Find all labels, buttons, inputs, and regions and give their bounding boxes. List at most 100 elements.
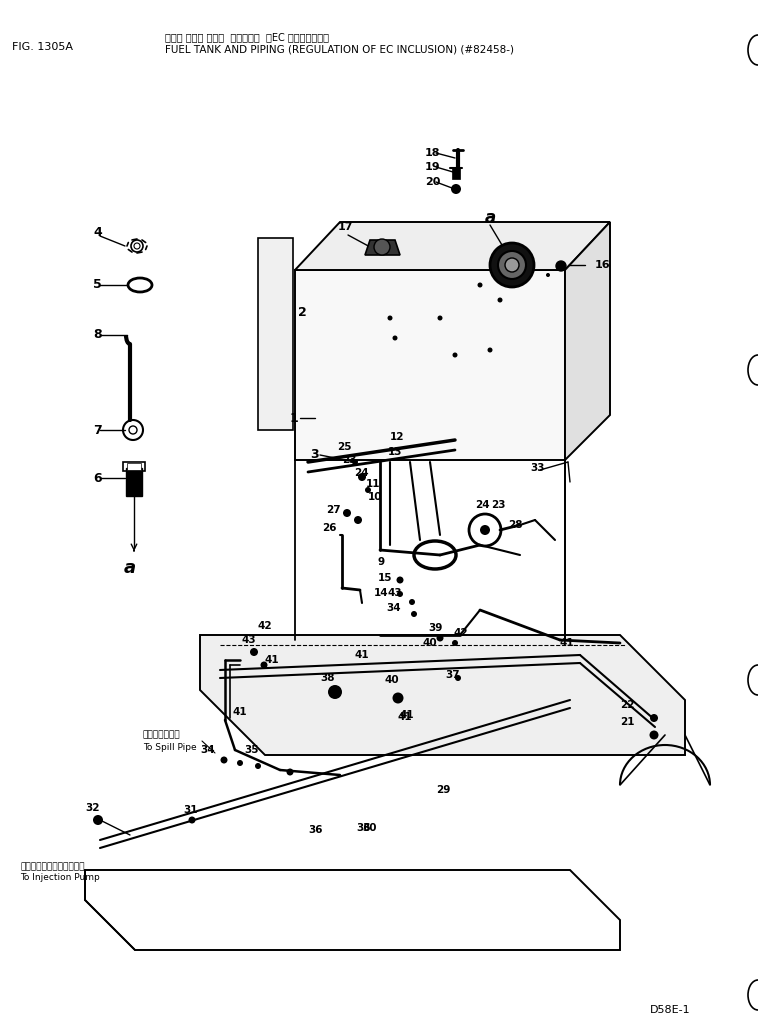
- Text: 19: 19: [425, 162, 441, 172]
- Text: 3: 3: [310, 448, 318, 462]
- Circle shape: [387, 316, 393, 321]
- Text: 31: 31: [183, 805, 198, 815]
- Text: 41: 41: [400, 710, 415, 720]
- Circle shape: [546, 273, 550, 277]
- Circle shape: [437, 634, 444, 641]
- Circle shape: [451, 184, 461, 194]
- Text: 41: 41: [560, 638, 575, 648]
- Text: To Spill Pipe: To Spill Pipe: [143, 742, 197, 751]
- Text: 6: 6: [93, 472, 102, 484]
- Circle shape: [393, 693, 404, 703]
- Bar: [127, 463, 141, 470]
- Text: フェル タンク および  パイピング  （EC 動的騒音規制）: フェル タンク および パイピング （EC 動的騒音規制）: [165, 32, 329, 42]
- Text: 24: 24: [354, 468, 368, 478]
- Text: インジェクションポンプへ: インジェクションポンプへ: [20, 862, 85, 872]
- Circle shape: [452, 640, 458, 646]
- Text: 36: 36: [308, 825, 322, 835]
- Circle shape: [188, 816, 195, 823]
- Text: 25: 25: [337, 442, 351, 452]
- Circle shape: [488, 347, 492, 353]
- Bar: [126, 468, 142, 495]
- Circle shape: [255, 763, 261, 769]
- Text: 15: 15: [378, 573, 393, 583]
- Circle shape: [352, 458, 358, 465]
- Text: 23: 23: [491, 500, 506, 510]
- Circle shape: [649, 731, 659, 739]
- Text: 43: 43: [388, 588, 403, 598]
- Circle shape: [437, 316, 442, 321]
- Circle shape: [374, 238, 390, 255]
- Text: 41: 41: [398, 712, 412, 722]
- Text: 21: 21: [620, 717, 634, 727]
- Text: 4: 4: [93, 226, 102, 240]
- Text: 8: 8: [93, 329, 102, 341]
- Polygon shape: [365, 240, 400, 255]
- Text: 18: 18: [425, 148, 441, 158]
- Circle shape: [237, 760, 243, 766]
- Circle shape: [260, 661, 267, 668]
- Text: 10: 10: [368, 492, 383, 502]
- Text: 13: 13: [388, 447, 402, 457]
- Text: 37: 37: [445, 670, 459, 680]
- Text: a: a: [124, 559, 136, 577]
- Circle shape: [397, 591, 403, 597]
- Text: 16: 16: [595, 260, 611, 270]
- Circle shape: [220, 757, 227, 764]
- Text: 43: 43: [242, 635, 256, 645]
- Text: 42: 42: [258, 621, 273, 631]
- Polygon shape: [258, 238, 293, 430]
- Circle shape: [480, 525, 490, 535]
- Text: スピルパイプへ: スピルパイプへ: [143, 731, 180, 739]
- Circle shape: [650, 714, 658, 722]
- Text: To Injection Pump: To Injection Pump: [20, 874, 100, 882]
- Text: 39: 39: [428, 623, 442, 633]
- Text: 26: 26: [322, 523, 336, 533]
- Text: 40: 40: [385, 675, 400, 685]
- Text: D58E-1: D58E-1: [650, 1005, 691, 1015]
- Text: 11: 11: [366, 479, 380, 489]
- Text: 29: 29: [436, 785, 450, 795]
- Circle shape: [343, 509, 351, 517]
- Circle shape: [498, 297, 503, 302]
- Circle shape: [498, 251, 526, 279]
- Text: 9: 9: [378, 557, 385, 567]
- Text: 14: 14: [374, 588, 389, 598]
- Text: 38: 38: [320, 673, 335, 683]
- Text: 34: 34: [386, 603, 401, 613]
- Text: 35: 35: [244, 745, 259, 755]
- Text: 30: 30: [362, 823, 376, 833]
- Bar: [452, 168, 460, 179]
- Circle shape: [455, 675, 461, 681]
- Polygon shape: [565, 222, 610, 460]
- Bar: [123, 462, 145, 471]
- Text: 27: 27: [326, 505, 340, 515]
- Circle shape: [358, 473, 366, 481]
- Text: FUEL TANK AND PIPING (REGULATION OF EC INCLUSION) (#82458-): FUEL TANK AND PIPING (REGULATION OF EC I…: [165, 45, 514, 56]
- Text: 33: 33: [530, 463, 545, 473]
- Circle shape: [490, 243, 534, 287]
- Text: 22: 22: [620, 700, 634, 710]
- Text: 41: 41: [233, 707, 248, 717]
- Text: 36: 36: [356, 823, 371, 833]
- Text: 32: 32: [85, 803, 100, 813]
- Text: 23: 23: [342, 455, 357, 465]
- Circle shape: [354, 516, 362, 524]
- Circle shape: [505, 258, 519, 272]
- Text: FIG. 1305A: FIG. 1305A: [12, 42, 73, 52]
- Text: 42: 42: [454, 628, 469, 638]
- Circle shape: [477, 283, 482, 288]
- Text: 24: 24: [475, 500, 490, 510]
- Polygon shape: [295, 270, 565, 460]
- Circle shape: [397, 577, 404, 584]
- Polygon shape: [295, 222, 610, 270]
- Circle shape: [93, 815, 103, 825]
- Polygon shape: [200, 635, 685, 755]
- Text: 5: 5: [93, 279, 102, 292]
- Circle shape: [409, 599, 415, 605]
- Circle shape: [365, 487, 371, 493]
- Circle shape: [286, 769, 293, 775]
- Circle shape: [452, 353, 458, 358]
- Text: 40: 40: [423, 638, 437, 648]
- Text: 2: 2: [298, 305, 307, 319]
- Text: 12: 12: [390, 432, 405, 442]
